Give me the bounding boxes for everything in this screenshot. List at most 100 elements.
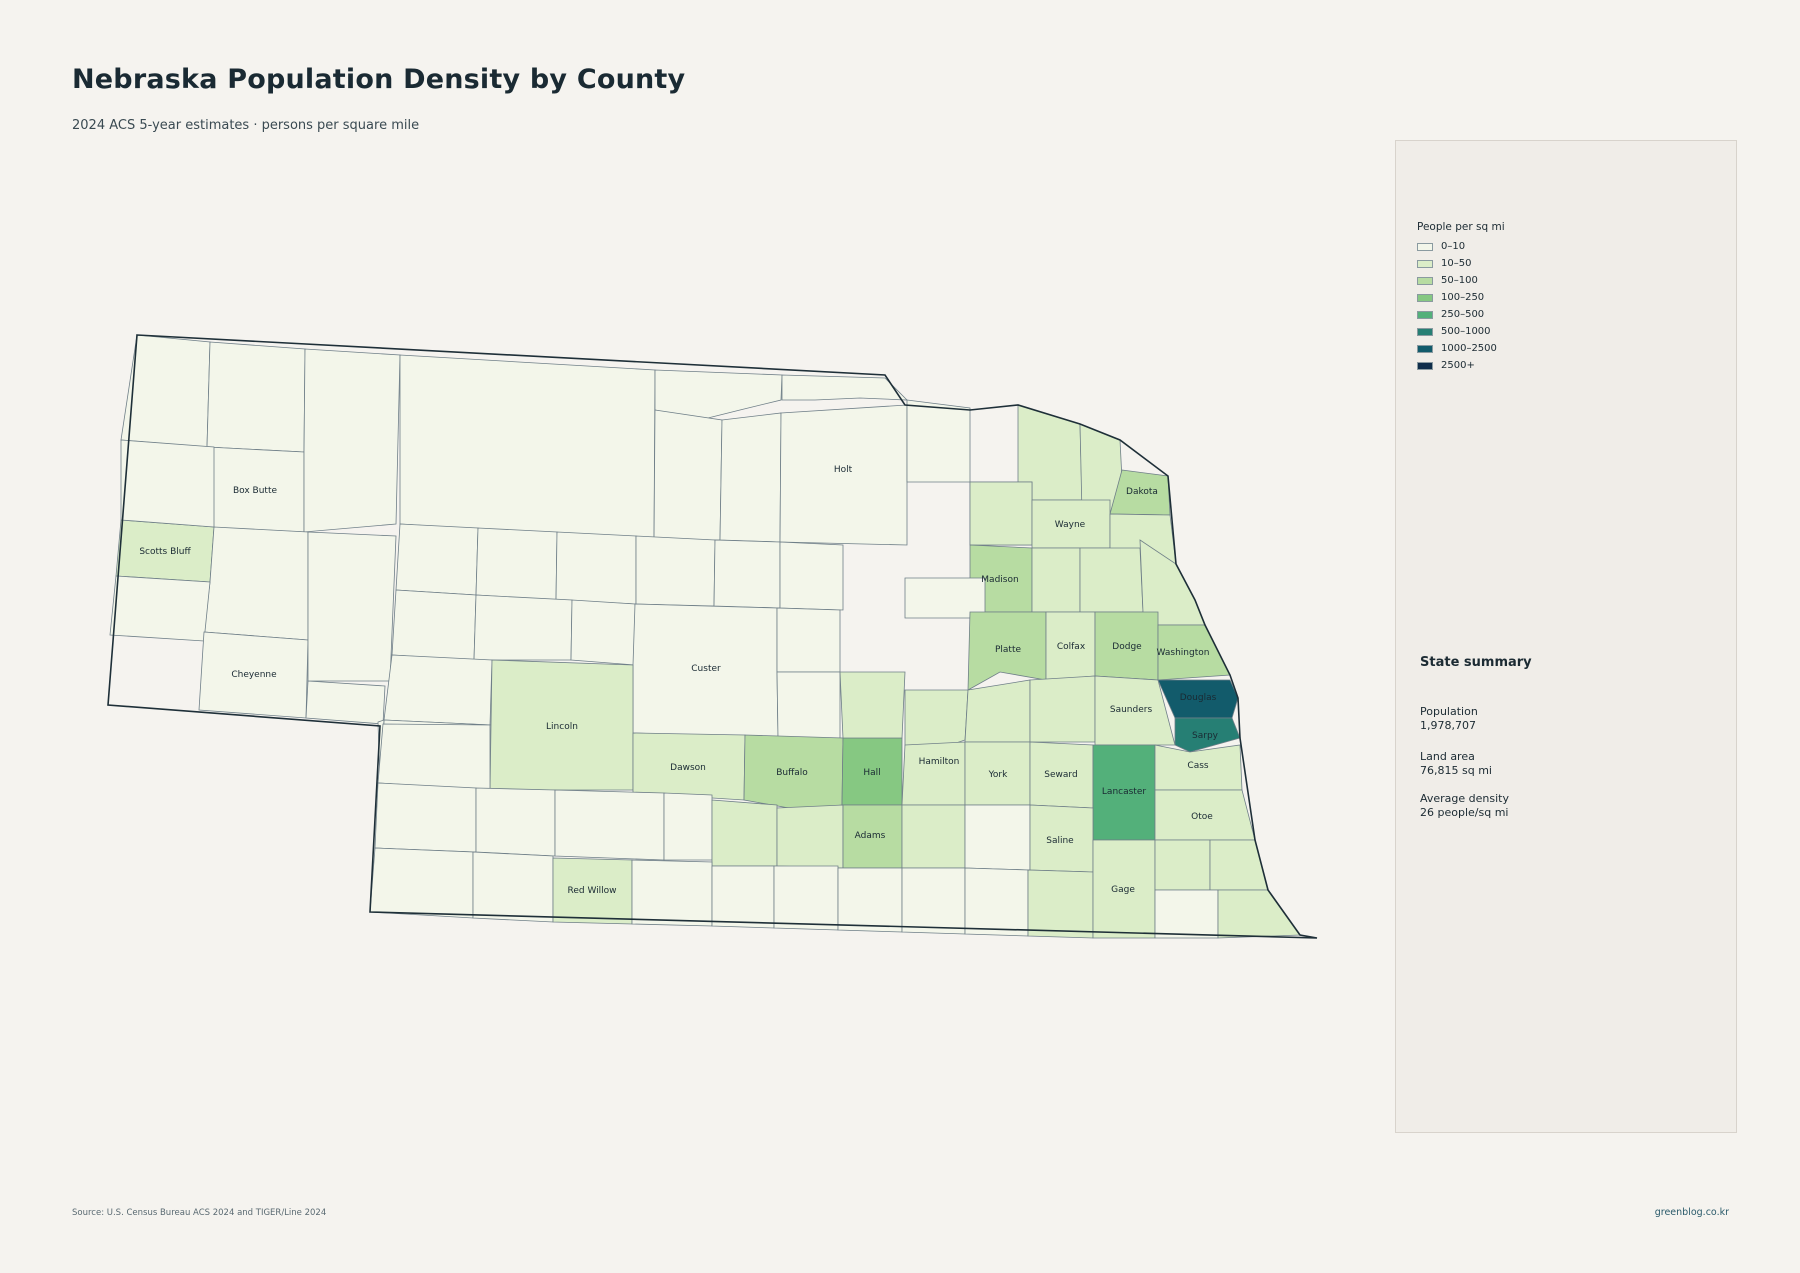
county-label: Otoe bbox=[1191, 812, 1213, 822]
county-rock bbox=[719, 412, 782, 543]
county-cuming bbox=[1079, 547, 1144, 613]
county-banner bbox=[203, 526, 309, 641]
county-label: Lincoln bbox=[546, 722, 578, 732]
county-butler bbox=[1029, 675, 1096, 743]
county-polk bbox=[964, 679, 1031, 743]
county-label: Box Butte bbox=[233, 486, 278, 496]
county-sioux bbox=[120, 334, 211, 448]
legend-item: 50–100 bbox=[1417, 275, 1478, 286]
county-furnas bbox=[631, 859, 713, 927]
county-label: Washington bbox=[1157, 648, 1210, 658]
legend-label: 2500+ bbox=[1441, 360, 1475, 371]
county-cass bbox=[1154, 744, 1243, 791]
legend-swatch bbox=[1417, 327, 1433, 336]
county-label: Platte bbox=[995, 645, 1022, 655]
county-douglas bbox=[1157, 679, 1239, 719]
county-perkins bbox=[377, 723, 491, 791]
county-grant bbox=[391, 589, 477, 661]
county-brown bbox=[653, 409, 723, 541]
county-nemaha bbox=[1209, 839, 1269, 891]
county-label: Sarpy bbox=[1192, 731, 1219, 741]
legend-label: 50–100 bbox=[1441, 275, 1478, 286]
legend-title: People per sq mi bbox=[1417, 221, 1505, 233]
legend-label: 1000–2500 bbox=[1441, 343, 1497, 354]
stat-population-label: Population bbox=[1420, 705, 1478, 718]
nebraska-county-map: Box Butte Scotts Bluff Cheyenne Holt Custer L… bbox=[107, 334, 1318, 939]
county-label: Adams bbox=[855, 831, 886, 841]
county-boone bbox=[779, 541, 844, 611]
legend-item: 2500+ bbox=[1417, 360, 1475, 371]
legend-panel: People per sq mi 0–10 10–50 50–100 100–250 2… bbox=[1395, 140, 1737, 1133]
legend-item: 500–1000 bbox=[1417, 326, 1491, 337]
legend-label: 500–1000 bbox=[1441, 326, 1491, 337]
county-chase bbox=[374, 782, 477, 853]
county-garfield bbox=[555, 531, 637, 605]
stat-land-area: Land area 76,815 sq mi bbox=[1420, 750, 1492, 778]
county-dundy bbox=[369, 847, 474, 919]
county-deuel bbox=[305, 680, 386, 725]
credit-link[interactable]: greenblog.co.kr bbox=[1654, 1207, 1729, 1218]
county-label: Hamilton bbox=[919, 757, 960, 767]
county-label: Seward bbox=[1044, 770, 1077, 780]
source-note: Source: U.S. Census Bureau ACS 2024 and … bbox=[72, 1208, 327, 1218]
stat-land-value: 76,815 sq mi bbox=[1420, 764, 1492, 777]
county-greeley bbox=[713, 539, 781, 609]
legend-swatch bbox=[1417, 293, 1433, 302]
county-label: Red Willow bbox=[567, 886, 616, 896]
county-platte bbox=[967, 611, 1047, 691]
legend-swatch bbox=[1417, 259, 1433, 268]
county-label: Cheyenne bbox=[231, 670, 277, 680]
county-jefferson bbox=[1027, 869, 1094, 939]
county-howard bbox=[839, 671, 906, 739]
county-phelps bbox=[711, 799, 778, 867]
county-label: Colfax bbox=[1057, 642, 1086, 652]
legend-item: 1000–2500 bbox=[1417, 343, 1497, 354]
county-label: York bbox=[988, 770, 1009, 780]
county-label: Holt bbox=[834, 465, 853, 475]
county-label: Saunders bbox=[1110, 705, 1153, 715]
county-gosper bbox=[663, 792, 713, 861]
county-boyd bbox=[781, 374, 909, 401]
county-hitchcock bbox=[472, 851, 554, 923]
legend-swatch bbox=[1417, 242, 1433, 251]
map-title: Nebraska Population Density by County bbox=[72, 64, 686, 95]
stat-density: Average density 26 people/sq mi bbox=[1420, 792, 1509, 820]
legend-label: 100–250 bbox=[1441, 292, 1485, 303]
county-hayes bbox=[475, 787, 556, 857]
stat-population-value: 1,978,707 bbox=[1420, 719, 1476, 732]
legend-item: 250–500 bbox=[1417, 309, 1484, 320]
county-label: Saline bbox=[1046, 836, 1074, 846]
county-hamilton bbox=[901, 741, 966, 806]
county-loup bbox=[475, 527, 558, 601]
county-label: Cass bbox=[1187, 761, 1208, 771]
county-knox bbox=[906, 399, 971, 483]
county-label: Dodge bbox=[1112, 642, 1142, 652]
county-label: Scotts Bluff bbox=[139, 547, 191, 557]
legend-item: 10–50 bbox=[1417, 258, 1471, 269]
county-pierce bbox=[969, 481, 1033, 546]
legend-swatch bbox=[1417, 344, 1433, 353]
legend-item: 0–10 bbox=[1417, 241, 1465, 252]
summary-title: State summary bbox=[1420, 655, 1532, 670]
county-label: Dakota bbox=[1126, 487, 1158, 497]
county-kearney bbox=[776, 804, 844, 869]
stat-density-value: 26 people/sq mi bbox=[1420, 806, 1509, 819]
county-webster bbox=[837, 867, 903, 933]
county-stanton bbox=[1031, 547, 1081, 613]
county-thomas bbox=[570, 599, 636, 666]
legend-label: 250–500 bbox=[1441, 309, 1485, 320]
county-nuckolls bbox=[901, 867, 966, 935]
county-sherman bbox=[776, 671, 841, 739]
county-sarpy bbox=[1174, 717, 1241, 753]
legend-swatch bbox=[1417, 276, 1433, 285]
county-franklin bbox=[773, 865, 839, 931]
county-morrill bbox=[120, 439, 215, 528]
county-clay bbox=[901, 804, 966, 869]
stat-land-label: Land area bbox=[1420, 750, 1475, 763]
legend-swatch bbox=[1417, 361, 1433, 370]
county-sheridan bbox=[303, 348, 401, 533]
county-label: Gage bbox=[1111, 885, 1135, 895]
county-dawes bbox=[206, 341, 306, 453]
county-blaine bbox=[395, 523, 479, 596]
county-label: Wayne bbox=[1055, 520, 1086, 530]
